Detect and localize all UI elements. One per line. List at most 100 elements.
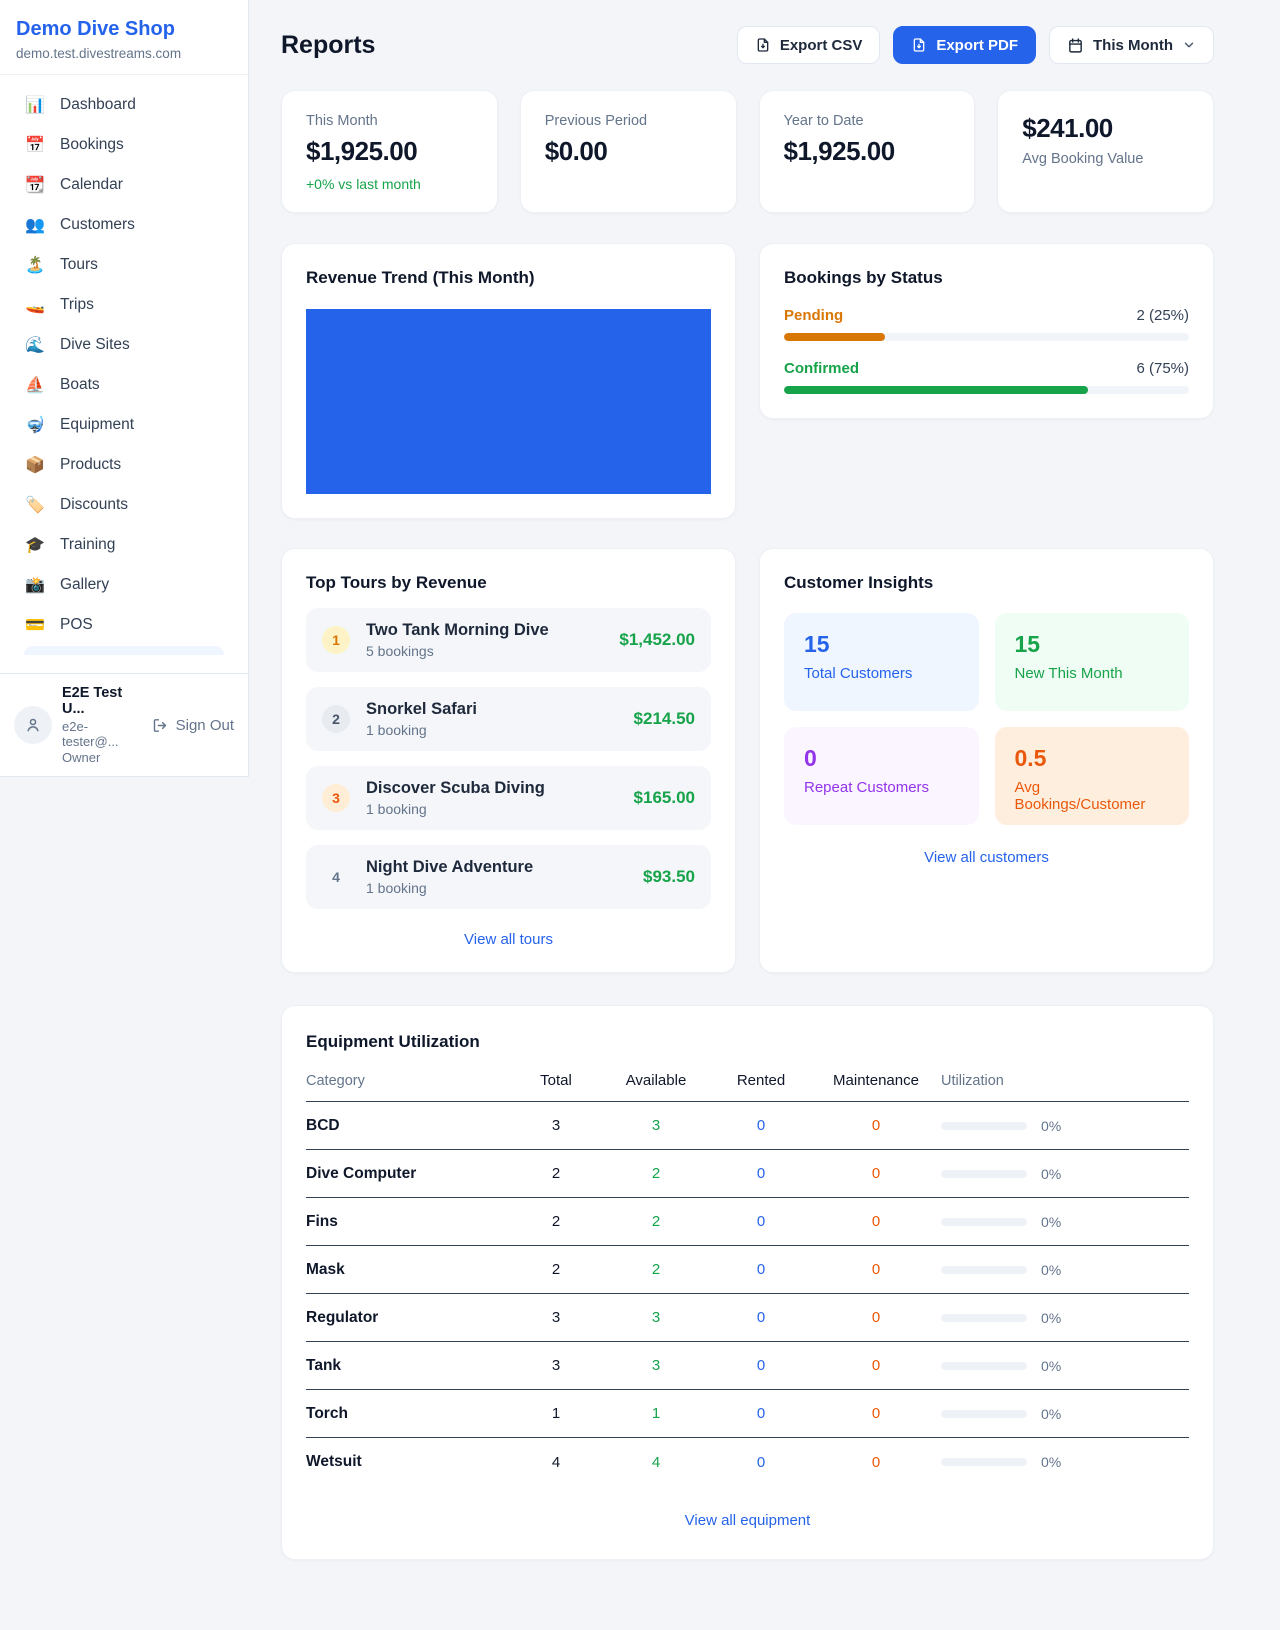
diving-mask-icon: 🤿 bbox=[25, 417, 45, 434]
equipment-rented: 0 bbox=[756, 1453, 766, 1471]
sidebar-item-equipment[interactable]: 🤿 Equipment bbox=[12, 406, 236, 444]
sidebar-item-label: Gallery bbox=[60, 576, 110, 593]
equipment-category: Fins bbox=[306, 1212, 338, 1230]
utilization-progress-track bbox=[941, 1217, 1027, 1226]
period-dropdown[interactable]: This Month bbox=[1049, 26, 1214, 64]
rank-badge: 3 bbox=[322, 784, 350, 812]
equipment-category: Wetsuit bbox=[306, 1453, 362, 1470]
island-icon: 🏝️ bbox=[25, 257, 45, 274]
equipment-available: 2 bbox=[651, 1213, 661, 1230]
utilization-percent: 0% bbox=[1041, 1213, 1062, 1230]
revenue-trend-chart bbox=[306, 309, 711, 494]
sidebar-item-calendar[interactable]: 📆 Calendar bbox=[12, 166, 236, 204]
period-label: This Month bbox=[1093, 36, 1173, 54]
bookings-by-status-title: Bookings by Status bbox=[784, 268, 943, 287]
equipment-rented: 0 bbox=[756, 1309, 766, 1326]
user-name: E2E Test U... bbox=[62, 685, 123, 717]
sidebar-item-label: Tours bbox=[60, 256, 98, 273]
equipment-available: 1 bbox=[651, 1405, 661, 1422]
tile-repeat-customers: 0 Repeat Customers bbox=[784, 727, 979, 825]
user-section: E2E Test U... e2e-tester@... Owner Sign … bbox=[0, 673, 248, 776]
main-content: Reports Export CSV Export PDF bbox=[249, 0, 1280, 1630]
tile-total-customers: 15 Total Customers bbox=[784, 613, 979, 711]
sidebar-item-pos[interactable]: 💳 POS bbox=[12, 606, 236, 644]
sidebar-item-reports-active-partial[interactable] bbox=[24, 646, 224, 655]
equipment-utilization-title: Equipment Utilization bbox=[306, 1032, 480, 1051]
tile-value: 0 bbox=[804, 745, 817, 771]
tile-new-this-month: 15 New This Month bbox=[994, 613, 1189, 711]
tour-bookings: 1 booking bbox=[366, 801, 427, 817]
stat-delta: +0% vs last month bbox=[306, 176, 421, 192]
utilization-progress-track bbox=[941, 1458, 1027, 1466]
user-info: E2E Test U... e2e-tester@... Owner bbox=[62, 685, 142, 765]
rank-badge: 4 bbox=[332, 869, 340, 885]
sign-out-button[interactable]: Sign Out bbox=[152, 717, 234, 734]
table-row: Mask 2 2 0 0 0% bbox=[306, 1246, 1189, 1294]
column-header: Utilization bbox=[941, 1072, 1004, 1089]
equipment-available: 2 bbox=[651, 1165, 661, 1182]
sidebar-item-bookings[interactable]: 📅 Bookings bbox=[12, 126, 236, 164]
bookings-calendar-icon: 📅 bbox=[25, 137, 45, 154]
sidebar-item-products[interactable]: 📦 Products bbox=[12, 446, 236, 484]
sidebar-nav: 📊 Dashboard 📅 Bookings 📆 Calendar 👥 Cust… bbox=[0, 75, 248, 673]
view-all-customers-link[interactable]: View all customers bbox=[924, 849, 1049, 866]
equipment-rented: 0 bbox=[756, 1357, 766, 1374]
rank-badge: 1 bbox=[322, 626, 350, 654]
sign-out-label: Sign Out bbox=[175, 716, 234, 734]
equipment-category: BCD bbox=[306, 1116, 340, 1134]
export-pdf-button[interactable]: Export PDF bbox=[893, 26, 1037, 64]
chevron-down-icon bbox=[1184, 42, 1194, 48]
utilization-percent: 0% bbox=[1041, 1261, 1062, 1278]
sidebar-item-gallery[interactable]: 📸 Gallery bbox=[12, 566, 236, 604]
sidebar-item-customers[interactable]: 👥 Customers bbox=[12, 206, 236, 244]
status-progress-track bbox=[784, 386, 1189, 394]
equipment-total: 4 bbox=[551, 1453, 561, 1471]
tour-bookings: 5 bookings bbox=[366, 643, 434, 659]
view-all-tours-link[interactable]: View all tours bbox=[464, 931, 553, 948]
utilization-progress-track bbox=[941, 1313, 1027, 1322]
table-row: Regulator 3 3 0 0 0% bbox=[306, 1294, 1189, 1342]
column-header: Maintenance bbox=[833, 1072, 919, 1089]
view-all-equipment-link[interactable]: View all equipment bbox=[684, 1512, 811, 1529]
stat-value: $1,925.00 bbox=[783, 136, 896, 166]
stat-label: Previous Period bbox=[544, 113, 648, 129]
status-progress-track bbox=[784, 333, 1189, 341]
equipment-total: 3 bbox=[551, 1117, 561, 1134]
sidebar-item-label: Discounts bbox=[60, 496, 129, 513]
sidebar-item-discounts[interactable]: 🏷️ Discounts bbox=[12, 486, 236, 524]
equipment-table-header: Category Total Available Rented Maintena… bbox=[306, 1052, 1189, 1102]
sidebar-item-dive-sites[interactable]: 🌊 Dive Sites bbox=[12, 326, 236, 364]
avatar bbox=[14, 706, 52, 744]
credit-card-icon: 💳 bbox=[25, 617, 45, 634]
stat-card-this-month: This Month $1,925.00 +0% vs last month bbox=[281, 90, 498, 213]
equipment-category: Tank bbox=[306, 1356, 342, 1374]
stats-row: This Month $1,925.00 +0% vs last month P… bbox=[281, 90, 1214, 213]
tour-amount: $165.00 bbox=[633, 788, 695, 807]
export-csv-button[interactable]: Export CSV bbox=[736, 26, 881, 64]
equipment-total: 2 bbox=[551, 1261, 561, 1278]
utilization-percent: 0% bbox=[1041, 1165, 1062, 1182]
column-header: Available bbox=[625, 1072, 687, 1089]
equipment-rented: 0 bbox=[756, 1405, 766, 1422]
sidebar-item-label: Boats bbox=[60, 376, 100, 393]
sidebar-item-trips[interactable]: 🚤 Trips bbox=[12, 286, 236, 324]
column-header: Category bbox=[306, 1072, 365, 1089]
logout-icon bbox=[153, 718, 166, 732]
status-row-pending: Pending 2 (25%) bbox=[784, 307, 1189, 341]
customer-insights-panel: Customer Insights 15 Total Customers 15 … bbox=[759, 548, 1214, 973]
sidebar-item-tours[interactable]: 🏝️ Tours bbox=[12, 246, 236, 284]
sidebar-item-boats[interactable]: ⛵ Boats bbox=[12, 366, 236, 404]
brand: Demo Dive Shop demo.test.divestreams.com bbox=[0, 0, 248, 75]
tile-value: 15 bbox=[1014, 631, 1041, 657]
stat-label: Avg Booking Value bbox=[1022, 151, 1144, 167]
sidebar-item-dashboard[interactable]: 📊 Dashboard bbox=[12, 86, 236, 124]
export-csv-label: Export CSV bbox=[779, 36, 863, 54]
package-icon: 📦 bbox=[25, 457, 45, 474]
stat-value: $0.00 bbox=[544, 136, 608, 166]
equipment-total: 3 bbox=[551, 1357, 561, 1374]
equipment-utilization-cell: 0% bbox=[941, 1454, 1189, 1470]
tour-name: Discover Scuba Diving bbox=[366, 779, 545, 797]
sidebar-item-training[interactable]: 🎓 Training bbox=[12, 526, 236, 564]
stat-value: $1,925.00 bbox=[306, 136, 418, 166]
equipment-total: 2 bbox=[551, 1213, 561, 1230]
